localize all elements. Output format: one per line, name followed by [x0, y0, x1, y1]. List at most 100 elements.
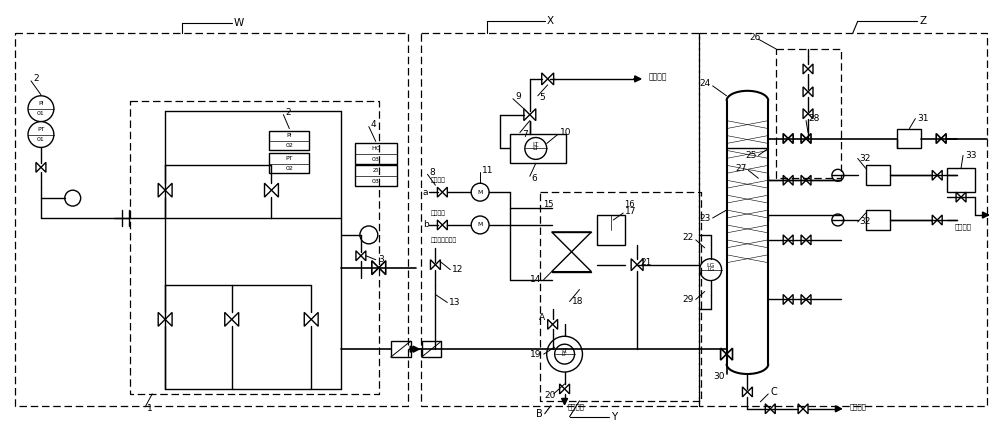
Polygon shape: [932, 215, 937, 225]
Text: 28: 28: [808, 114, 819, 123]
Polygon shape: [808, 64, 813, 74]
Polygon shape: [560, 384, 565, 394]
Polygon shape: [801, 134, 806, 143]
Polygon shape: [548, 73, 554, 85]
Text: LT: LT: [533, 146, 539, 151]
Text: 高压玻璃视着管: 高压玻璃视着管: [430, 237, 457, 243]
Polygon shape: [961, 192, 966, 202]
Polygon shape: [808, 109, 813, 118]
Text: 20: 20: [544, 392, 556, 400]
Text: LT: LT: [561, 348, 568, 353]
Polygon shape: [548, 319, 553, 329]
Polygon shape: [41, 163, 46, 172]
Polygon shape: [806, 235, 811, 245]
Polygon shape: [801, 295, 806, 305]
Polygon shape: [379, 261, 386, 274]
Text: 8: 8: [429, 168, 435, 177]
Bar: [269, 131, 309, 150]
Text: 7: 7: [522, 130, 528, 139]
Text: Y: Y: [611, 412, 618, 422]
Polygon shape: [747, 387, 752, 397]
Text: HC: HC: [371, 146, 380, 151]
Polygon shape: [372, 261, 379, 274]
Polygon shape: [361, 251, 366, 261]
Text: C: C: [770, 387, 777, 397]
Text: 排污管线: 排污管线: [850, 403, 867, 410]
Polygon shape: [435, 260, 440, 270]
Text: 22: 22: [683, 233, 694, 243]
Text: 排砂管线: 排砂管线: [568, 403, 585, 410]
Text: a: a: [423, 187, 428, 197]
Text: 9: 9: [515, 92, 521, 101]
Text: PT: PT: [286, 156, 293, 161]
Polygon shape: [765, 404, 770, 414]
Text: 5: 5: [540, 93, 545, 102]
Text: 24: 24: [699, 80, 711, 88]
Text: 2: 2: [285, 108, 291, 117]
Polygon shape: [356, 251, 361, 261]
Polygon shape: [788, 134, 793, 143]
Polygon shape: [530, 109, 536, 121]
Text: 17: 17: [625, 207, 637, 215]
Text: 19: 19: [530, 350, 542, 359]
Text: 3: 3: [378, 255, 384, 264]
Circle shape: [832, 214, 844, 226]
Bar: [355, 165, 397, 186]
Text: 32: 32: [860, 154, 871, 163]
Text: 16: 16: [624, 200, 635, 209]
Polygon shape: [165, 183, 172, 197]
Text: LG: LG: [706, 263, 715, 268]
Polygon shape: [803, 109, 808, 118]
Polygon shape: [437, 220, 442, 230]
Text: LT: LT: [562, 352, 567, 357]
Polygon shape: [727, 348, 733, 360]
Polygon shape: [225, 312, 232, 326]
Bar: [597, 215, 625, 245]
Circle shape: [471, 183, 489, 201]
Polygon shape: [801, 175, 806, 185]
Bar: [422, 341, 441, 357]
Polygon shape: [165, 312, 172, 326]
Text: 33: 33: [965, 151, 977, 160]
Text: LG: LG: [707, 267, 714, 272]
Polygon shape: [304, 312, 311, 326]
Circle shape: [28, 121, 54, 147]
Text: 01: 01: [37, 111, 45, 116]
Bar: [510, 134, 566, 163]
Circle shape: [832, 169, 844, 181]
Polygon shape: [542, 73, 548, 85]
Polygon shape: [271, 183, 278, 197]
Polygon shape: [956, 192, 961, 202]
Polygon shape: [783, 295, 788, 305]
Text: 注射管线: 注射管线: [649, 73, 668, 81]
Circle shape: [700, 259, 722, 281]
Polygon shape: [783, 175, 788, 185]
Polygon shape: [631, 259, 637, 271]
Text: 29: 29: [682, 295, 694, 304]
Text: 12: 12: [452, 265, 464, 274]
Text: 03: 03: [372, 157, 380, 162]
Text: 18: 18: [572, 297, 583, 306]
Text: 26: 26: [749, 33, 760, 42]
Polygon shape: [437, 187, 442, 197]
Text: M: M: [477, 190, 483, 194]
Polygon shape: [232, 312, 239, 326]
Text: 25: 25: [745, 151, 756, 160]
Polygon shape: [806, 134, 811, 143]
Polygon shape: [565, 384, 570, 394]
Text: 排气开关: 排气开关: [430, 177, 445, 183]
Polygon shape: [937, 170, 942, 180]
Text: 15: 15: [543, 200, 553, 209]
Text: 13: 13: [449, 298, 461, 307]
Polygon shape: [788, 295, 793, 305]
Text: ZI: ZI: [373, 168, 379, 173]
Text: X: X: [547, 16, 554, 26]
Circle shape: [65, 190, 81, 206]
Text: 31: 31: [917, 114, 929, 123]
Circle shape: [28, 96, 54, 121]
Bar: [391, 341, 411, 357]
Polygon shape: [637, 259, 643, 271]
Polygon shape: [553, 319, 558, 329]
Bar: [269, 153, 309, 173]
Polygon shape: [430, 260, 435, 270]
